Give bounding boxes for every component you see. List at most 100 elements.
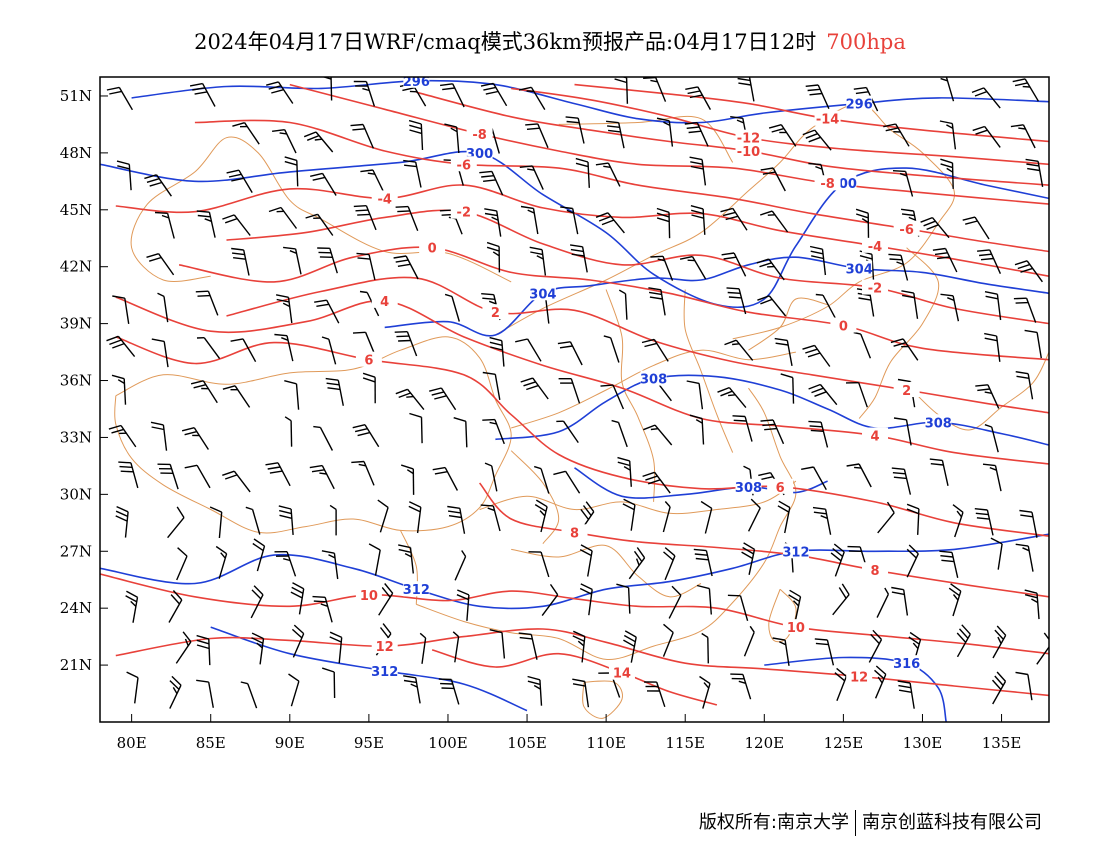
wind-barb xyxy=(447,505,466,534)
y-tick-label: 36N xyxy=(60,372,92,390)
x-tick-label: 115E xyxy=(665,734,705,752)
temperature-contour-label-bg xyxy=(814,175,841,191)
temperature-contour-label: -4 xyxy=(868,240,882,255)
wind-barb xyxy=(408,501,422,534)
boundary-line xyxy=(748,297,828,351)
wind-barb xyxy=(565,116,585,144)
wind-barb xyxy=(444,293,460,322)
wind-barb xyxy=(181,427,209,450)
wind-barb xyxy=(737,77,755,102)
wind-barb xyxy=(309,464,335,490)
wind-barb xyxy=(948,583,962,617)
boundary-line xyxy=(605,289,656,502)
wind-barb xyxy=(579,544,593,577)
wind-barb xyxy=(700,500,713,534)
title-main: 2024年04月17日WRF/cmaq模式36km预报产品:04月17日12时 xyxy=(194,30,817,54)
boundary-line xyxy=(582,680,623,719)
wind-barb xyxy=(284,380,300,410)
wind-barb xyxy=(689,414,705,445)
wind-barb xyxy=(815,293,836,319)
wind-barb xyxy=(929,458,949,486)
temperature-contour-label-bg xyxy=(450,156,477,172)
wind-barb xyxy=(115,505,129,538)
wind-barb xyxy=(558,378,581,404)
wind-barb xyxy=(353,205,377,231)
wind-barb xyxy=(378,583,394,616)
boundary-line xyxy=(416,387,797,660)
temperature-contour-label: 10 xyxy=(787,621,805,636)
wind-barb xyxy=(845,382,868,408)
wind-barb xyxy=(756,258,785,281)
wind-barb xyxy=(313,425,334,451)
wind-barb xyxy=(721,252,747,277)
wind-barb xyxy=(1019,509,1038,538)
wind-barb xyxy=(533,465,550,494)
y-tick-label: 45N xyxy=(60,201,92,219)
wind-barb xyxy=(611,419,628,448)
height-contour-label: 312 xyxy=(403,583,430,598)
wind-barb xyxy=(984,424,999,453)
temperature-contour-label-bg xyxy=(482,304,509,320)
wind-barb xyxy=(146,253,175,276)
wind-barb xyxy=(679,255,707,280)
height-contour-label-bg xyxy=(640,370,667,386)
wind-barb xyxy=(802,129,832,151)
wind-barb xyxy=(650,255,674,281)
y-tick-label: 39N xyxy=(60,315,92,333)
temperature-contour-label: -10 xyxy=(737,145,761,160)
temperature-contour-label: 10 xyxy=(360,589,378,604)
wind-barb xyxy=(689,156,707,186)
wind-barb xyxy=(812,506,832,535)
wind-barb xyxy=(874,665,887,699)
wind-barb xyxy=(125,590,139,623)
wind-barb xyxy=(190,380,218,404)
boundary-layer xyxy=(114,103,1049,719)
wind-barb xyxy=(618,289,628,320)
wind-barb xyxy=(519,165,544,190)
wind-barb xyxy=(890,338,919,361)
wind-barb xyxy=(991,671,1007,705)
wind-barb xyxy=(429,387,457,411)
wind-barb xyxy=(606,120,625,149)
wind-barb xyxy=(284,416,293,447)
contour-label-layer: 296296300300304304308308308312312316312-… xyxy=(355,77,952,685)
height-contour-line xyxy=(574,467,828,499)
temperature-contour-line xyxy=(115,336,1049,537)
temperature-contour-label: 12 xyxy=(376,640,394,655)
wind-barb xyxy=(572,678,590,708)
copyright-right: 南京创蓝科技有限公司 xyxy=(862,812,1042,833)
wind-barb xyxy=(482,418,505,445)
wind-barb xyxy=(150,421,168,451)
boundary-line xyxy=(683,289,734,453)
wind-barb xyxy=(662,501,671,533)
wind-barb xyxy=(184,464,211,489)
wind-barb xyxy=(489,336,505,367)
temperature-contour-label-bg xyxy=(862,279,889,295)
boundary-line xyxy=(510,450,560,544)
wind-barb xyxy=(990,537,1003,570)
height-contour-line xyxy=(210,626,528,712)
y-tick-label: 27N xyxy=(60,542,92,560)
wind-barb xyxy=(438,678,460,705)
temperature-contour-line xyxy=(574,83,1049,143)
wind-barb xyxy=(314,299,340,324)
wind-barb xyxy=(726,287,747,315)
wind-barb xyxy=(897,680,915,709)
wind-barb xyxy=(690,205,706,235)
wind-barb xyxy=(251,632,265,665)
wind-barb xyxy=(643,424,673,446)
wind-barb xyxy=(579,583,593,616)
wind-barb xyxy=(834,667,848,701)
wind-barb xyxy=(662,623,674,657)
wind-barb xyxy=(454,550,467,581)
temperature-contour-label-bg xyxy=(371,638,398,654)
wind-barb xyxy=(569,244,588,273)
boundary-line xyxy=(558,115,734,163)
wind-barb xyxy=(528,551,550,578)
temperature-contour-label-bg xyxy=(608,664,635,680)
height-contour-label: 304 xyxy=(529,287,556,302)
height-contour-label: 312 xyxy=(782,545,809,560)
x-tick-label: 85E xyxy=(196,734,226,752)
temperature-contour-line xyxy=(511,87,1049,166)
wind-barb xyxy=(398,544,414,574)
